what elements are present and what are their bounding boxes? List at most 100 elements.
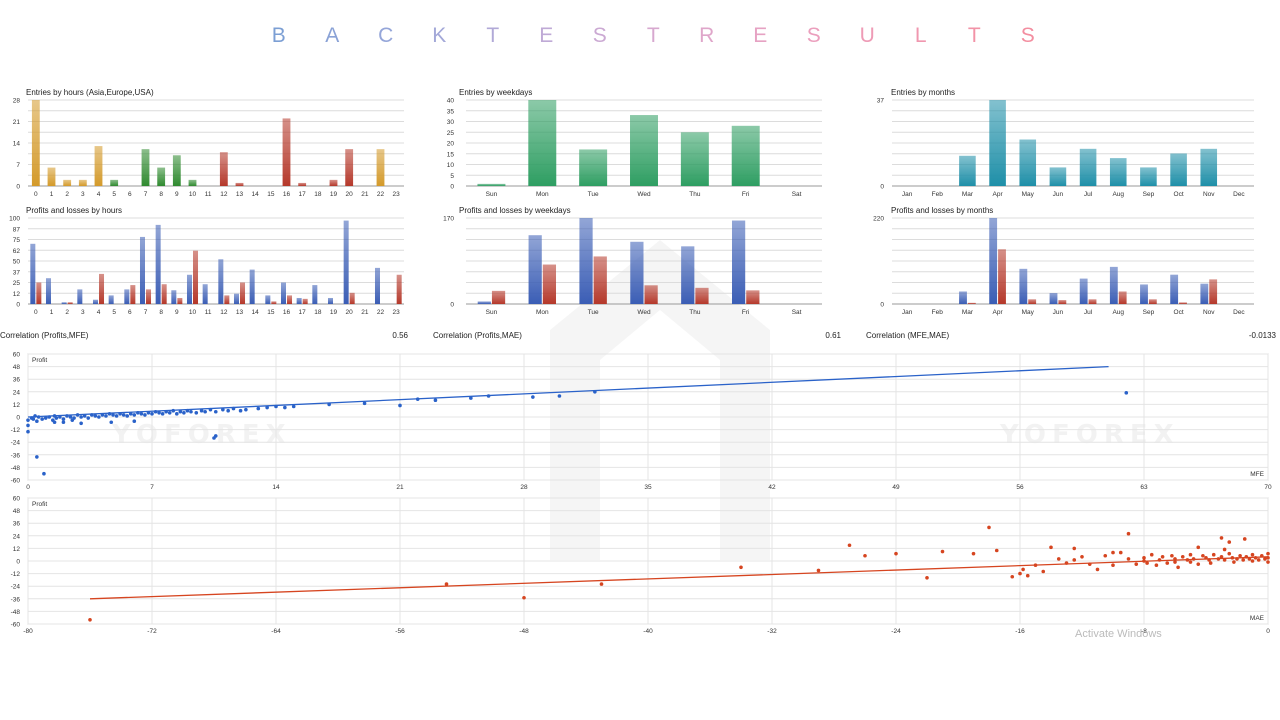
- profit-bar: [108, 295, 114, 304]
- scatter-point: [1173, 557, 1177, 561]
- scatter-point: [107, 412, 112, 416]
- loss-bar: [349, 292, 355, 304]
- x-tick-label: Sep: [1143, 309, 1155, 316]
- x-tick-label: Jul: [1084, 309, 1093, 316]
- x-tick-label: Sep: [1143, 191, 1155, 198]
- scatter-point: [185, 408, 190, 413]
- bar: [579, 149, 608, 186]
- scatter-point: [221, 407, 225, 412]
- x-tick-label: -56: [395, 628, 405, 635]
- pl-hours-title: Profits and losses by hours: [26, 206, 123, 215]
- scatter-point: [987, 525, 991, 530]
- x-tick-label: 11: [205, 309, 212, 316]
- scatter-point: [93, 414, 98, 418]
- loss-bar: [542, 264, 557, 304]
- scatter-point: [182, 411, 186, 415]
- x-tick-label: 15: [267, 191, 275, 198]
- title-letter: S: [1020, 24, 1035, 47]
- scatter-point: [111, 413, 115, 417]
- scatter-point: [593, 390, 597, 394]
- y-tick-label: 36: [13, 521, 21, 528]
- y-tick-label: 20: [447, 141, 455, 148]
- scatter-point: [52, 420, 57, 425]
- entries-hours-title: Entries by hours (Asia,Europe,USA): [26, 88, 154, 97]
- scatter-point: [1242, 537, 1247, 541]
- x-tick-label: Thu: [689, 309, 701, 316]
- scatter-point: [178, 409, 183, 414]
- scatter-point: [1219, 536, 1224, 540]
- bar: [630, 115, 658, 186]
- scatter-point: [847, 543, 852, 548]
- scatter-point: [557, 394, 562, 398]
- x-tick-label: 23: [393, 309, 401, 316]
- profit-bar: [374, 267, 380, 304]
- scatter-point: [164, 409, 168, 414]
- x-tick-label: 17: [299, 309, 307, 316]
- bar: [731, 125, 760, 186]
- scatter-point: [89, 413, 94, 417]
- scatter-point: [291, 404, 296, 409]
- y-tick-label: 220: [873, 216, 884, 223]
- x-tick-label: Sat: [792, 309, 802, 316]
- x-tick-label: 63: [1140, 484, 1148, 491]
- title-letter: E: [753, 24, 768, 47]
- x-tick-label: 10: [189, 309, 197, 316]
- scatter-point: [274, 404, 278, 409]
- x-tick-label: 7: [144, 191, 148, 198]
- x-tick-label: 4: [97, 309, 101, 316]
- x-tick-label: -64: [271, 628, 281, 635]
- scatter-point: [54, 416, 59, 420]
- x-tick-label: Thu: [689, 191, 701, 198]
- scatter-point: [1196, 562, 1201, 566]
- scatter-point: [816, 568, 821, 573]
- scatter-point: [1176, 565, 1180, 570]
- scatter-point: [1208, 561, 1213, 565]
- y-tick-label: 35: [447, 108, 455, 115]
- y-tick-label: -36: [11, 596, 21, 603]
- x-tick-label: 0: [26, 484, 30, 491]
- loss-bar: [1028, 299, 1037, 304]
- scatter-point: [1266, 556, 1270, 560]
- profit-bar: [959, 291, 967, 304]
- x-tick-label: 14: [272, 484, 280, 491]
- pl-weekdays-chart: 0 170 Sun Mon Tue Wed Thu Fri Sat: [443, 216, 822, 316]
- x-tick-label: 2: [65, 309, 69, 316]
- scatter-point: [100, 413, 105, 417]
- x-tick-label: 22: [377, 309, 385, 316]
- scatter-point: [1021, 567, 1025, 572]
- y-tick-label: 37: [877, 98, 885, 105]
- scatter-point: [150, 412, 154, 416]
- x-tick-label: 3: [81, 191, 85, 198]
- corr-profits-mfe: Correlation (Profits,MFE) 0.56: [0, 331, 408, 344]
- scatter-point: [1247, 557, 1252, 561]
- y-tick-label: 7: [16, 162, 20, 169]
- pl-months-panel: Profits and losses by months 0 220 Jan Feb M…: [862, 202, 1262, 320]
- title-letter: S: [806, 24, 821, 47]
- scatter-point: [82, 414, 87, 418]
- loss-bar: [99, 273, 105, 304]
- scatter-point: [1064, 561, 1069, 565]
- activate-windows-text: Activate Windows: [1075, 628, 1162, 640]
- profit-bar: [124, 289, 130, 304]
- scatter-point: [1173, 560, 1177, 564]
- x-tick-label: Jun: [1053, 191, 1064, 198]
- x-tick-label: 5: [112, 309, 116, 316]
- scatter-point: [132, 413, 137, 417]
- scatter-point: [35, 419, 39, 423]
- x-tick-label: 18: [314, 309, 322, 316]
- scatter-point: [1087, 562, 1092, 566]
- scatter-point: [238, 408, 243, 413]
- scatter-point: [1103, 553, 1108, 558]
- bar: [219, 152, 228, 186]
- title-letter: T: [486, 24, 500, 47]
- scatter-point: [1211, 552, 1216, 557]
- y-tick-label: 0: [16, 184, 20, 191]
- scatter-point: [1118, 550, 1123, 555]
- scatter-point: [208, 407, 213, 412]
- y-tick-label: -12: [11, 571, 21, 578]
- scatter-point: [1010, 574, 1015, 579]
- scatter-point: [1025, 573, 1030, 578]
- bar: [235, 182, 244, 186]
- loss-bar: [746, 290, 760, 304]
- x-tick-label: Dec: [1233, 191, 1245, 198]
